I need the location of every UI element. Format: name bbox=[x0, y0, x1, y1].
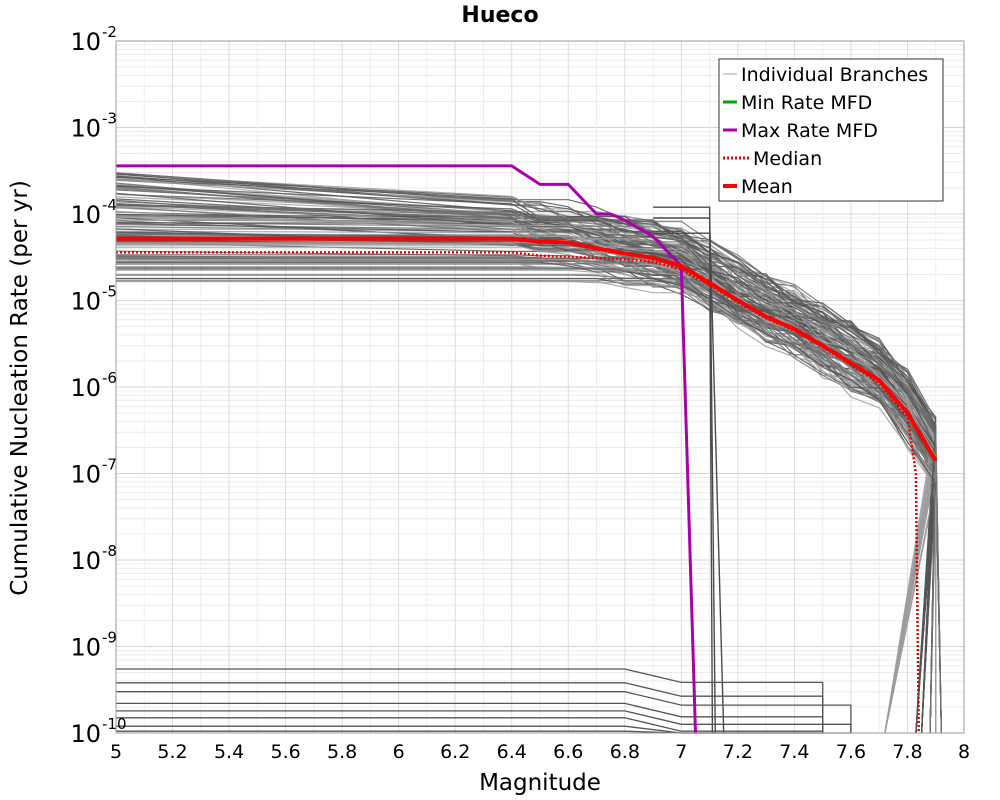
x-tick-label: 6.8 bbox=[610, 741, 640, 763]
branch-line bbox=[115, 193, 937, 733]
y-tick-label-base: 10 bbox=[70, 288, 101, 316]
series-group bbox=[116, 164, 938, 734]
branch-line bbox=[115, 215, 937, 733]
y-tick-label-base: 10 bbox=[70, 634, 101, 662]
y-tick-label-base: 10 bbox=[70, 201, 101, 229]
y-tick: 10 -7 bbox=[70, 456, 117, 489]
y-tick: 10 -5 bbox=[70, 283, 117, 316]
legend-label: Median bbox=[753, 148, 822, 170]
legend-label: Min Rate MFD bbox=[741, 92, 872, 114]
x-axis-ticks: 5 5.2 5.4 5.6 5.8 6 6.2 6.4 6.6 6.8 7 7.2 7.4 7.6 7.8 8 bbox=[110, 741, 970, 763]
x-tick-label: 6.4 bbox=[497, 741, 527, 763]
legend-entry: Median bbox=[723, 148, 822, 170]
mean-line bbox=[116, 236, 938, 462]
x-tick-label: 8 bbox=[958, 741, 970, 763]
y-tick-label-base: 10 bbox=[70, 28, 101, 56]
plot-frame bbox=[115, 40, 965, 734]
branch-line bbox=[116, 710, 852, 733]
x-tick-label: 6 bbox=[393, 741, 405, 763]
x-tick-label: 6.2 bbox=[440, 741, 470, 763]
branch-line bbox=[115, 235, 937, 734]
branch-dropoff-line bbox=[653, 217, 725, 734]
legend-box bbox=[718, 58, 944, 202]
legend-label: Mean bbox=[741, 176, 793, 198]
y-tick: 10 -10 bbox=[70, 715, 126, 748]
x-tick-label: 7.6 bbox=[836, 741, 866, 763]
max-rate-mfd-line bbox=[116, 164, 697, 734]
branch-line bbox=[115, 192, 937, 734]
legend-label: Individual Branches bbox=[741, 64, 928, 86]
branch-line bbox=[115, 228, 937, 734]
y-tick-label-base: 10 bbox=[70, 461, 101, 489]
branch-line bbox=[116, 263, 942, 734]
legend-entry: Min Rate MFD bbox=[723, 92, 872, 114]
y-tick-label-exponent: -4 bbox=[102, 196, 117, 214]
legend-entry: Max Rate MFD bbox=[723, 120, 878, 142]
x-tick-label: 7 bbox=[675, 741, 687, 763]
branch-line bbox=[116, 691, 852, 733]
x-tick-label: 5 bbox=[110, 741, 122, 763]
branch-line bbox=[116, 280, 937, 734]
branch-line bbox=[116, 273, 937, 733]
branch-dropoff-line bbox=[653, 206, 716, 734]
y-tick-label-base: 10 bbox=[70, 547, 101, 575]
branch-line bbox=[116, 257, 937, 734]
x-tick-label: 5.2 bbox=[157, 741, 187, 763]
x-tick-label: 7.4 bbox=[779, 741, 809, 763]
y-axis-ticks: 10-210-310-410-510-610-710-810-910-10 bbox=[70, 23, 126, 748]
y-tick: 10 -9 bbox=[70, 629, 117, 662]
legend-entry: Mean bbox=[723, 176, 793, 198]
x-tick-label: 7.8 bbox=[892, 741, 922, 763]
branch-line bbox=[116, 717, 824, 733]
x-tick-label: 5.4 bbox=[214, 741, 244, 763]
branch-line bbox=[116, 682, 824, 733]
y-tick-label-exponent: -6 bbox=[102, 369, 117, 387]
legend-label: Max Rate MFD bbox=[741, 120, 878, 142]
y-tick-label-base: 10 bbox=[70, 374, 101, 402]
branch-line bbox=[116, 261, 937, 734]
branch-line bbox=[115, 179, 937, 734]
branch-line bbox=[116, 702, 824, 733]
legend-entry: Individual Branches bbox=[723, 64, 928, 86]
x-tick-label: 5.8 bbox=[327, 741, 357, 763]
y-tick: 10 -8 bbox=[70, 542, 117, 575]
y-tick-label-exponent: -9 bbox=[102, 629, 117, 647]
chart-title: Hueco bbox=[461, 3, 538, 28]
y-tick: 10 -6 bbox=[70, 369, 117, 402]
y-axis-label: Cumulative Nucleation Rate (per yr) bbox=[7, 180, 33, 596]
branch-line bbox=[115, 172, 937, 734]
y-tick-label-base: 10 bbox=[70, 720, 101, 748]
x-axis-label: Magnitude bbox=[479, 770, 601, 796]
x-tick-label: 5.6 bbox=[270, 741, 300, 763]
branch-dropoff-line bbox=[653, 232, 714, 734]
y-tick-label-exponent: -3 bbox=[102, 110, 117, 128]
y-tick-label-exponent: -2 bbox=[102, 23, 117, 41]
y-tick-label-base: 10 bbox=[70, 115, 101, 143]
y-tick-label-exponent: -10 bbox=[102, 715, 127, 733]
y-tick-label-exponent: -8 bbox=[102, 542, 117, 560]
x-tick-label: 6.6 bbox=[553, 741, 583, 763]
y-tick-label-exponent: -7 bbox=[102, 456, 117, 474]
y-tick: 10 -2 bbox=[70, 23, 117, 56]
y-tick: 10 -4 bbox=[70, 196, 117, 229]
y-tick-label-exponent: -5 bbox=[102, 283, 117, 301]
x-tick-label: 7.2 bbox=[723, 741, 753, 763]
y-tick: 10 -3 bbox=[70, 110, 117, 143]
branch-line bbox=[116, 278, 937, 734]
branch-line bbox=[115, 204, 937, 734]
legend: Individual Branches Min Rate MFD Max Rate … bbox=[718, 58, 944, 202]
